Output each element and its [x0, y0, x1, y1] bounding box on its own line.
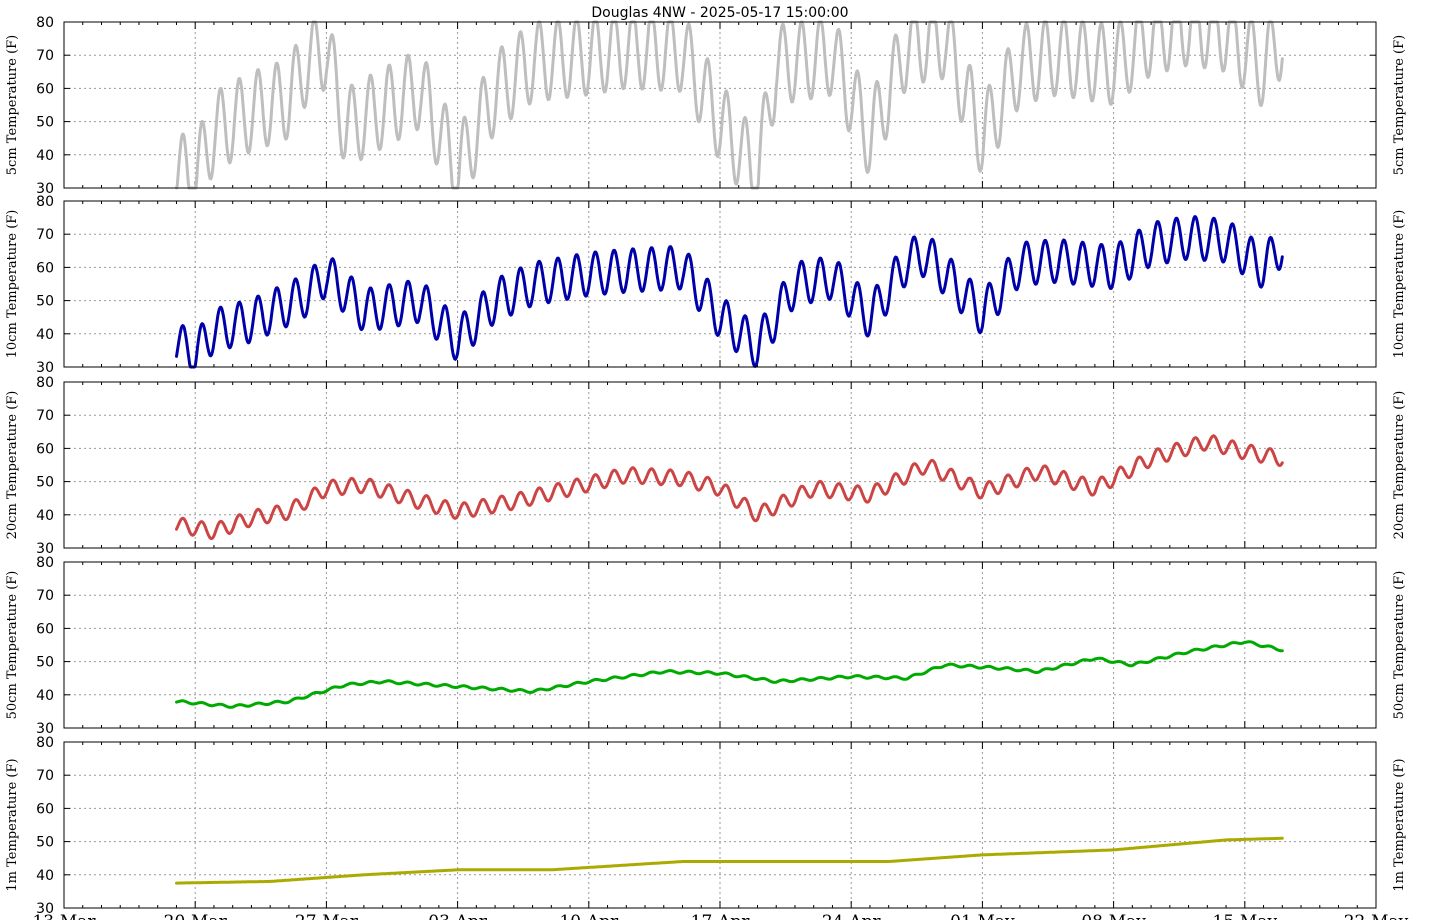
- y-axis-label-left: 50cm Temperature (F): [5, 571, 20, 720]
- panels-group: 30 40 50 60 70 80 5cm Temperature (F) 5cm Tempe…: [5, 15, 1407, 917]
- panel-2: 30 40 50 60 70 80 10cm Temperature (F) 10cm Tem…: [5, 194, 1407, 376]
- y-tick-label: 70: [36, 588, 54, 604]
- y-axis-label-left: 20cm Temperature (F): [5, 391, 20, 540]
- series-line: [175, 20, 1284, 190]
- y-tick-label: 50: [36, 475, 54, 491]
- x-tick-label: 27-Mar: [295, 912, 359, 920]
- y-axis-label-left: 1m Temperature (F): [5, 758, 20, 891]
- y-tick-label: 60: [36, 441, 54, 457]
- y-axis-label-left: 5cm Temperature (F): [5, 35, 20, 175]
- y-tick-label: 50: [36, 655, 54, 671]
- panel-frame: [63, 381, 1377, 549]
- x-tick-label: 13-Mar: [32, 912, 96, 920]
- y-tick-label: 80: [36, 375, 54, 391]
- y-tick-label: 80: [36, 15, 54, 31]
- x-axis-ticks: 13-Mar 20-Mar 27-Mar 03-Apr 10-Apr 17-Apr 24-A…: [32, 912, 1408, 920]
- x-tick-label: 17-Apr: [691, 912, 751, 920]
- y-tick-label: 30: [36, 360, 54, 376]
- panel-frame: [63, 561, 1377, 729]
- y-tick-label: 30: [36, 901, 54, 917]
- y-tick-label: 40: [36, 148, 54, 164]
- panel-frame: [63, 21, 1377, 189]
- y-tick-label: 40: [36, 327, 54, 343]
- y-tick-label: 60: [36, 81, 54, 97]
- x-tick-label: 01-May: [950, 912, 1015, 920]
- panel-5: 30 40 50 60 70 80 1m Temperature (F) 1m Tempera…: [5, 735, 1407, 917]
- y-tick-label: 50: [36, 835, 54, 851]
- y-tick-label: 80: [36, 194, 54, 210]
- y-tick-label: 40: [36, 688, 54, 704]
- x-tick-label: 08-May: [1081, 912, 1146, 920]
- y-tick-label: 30: [36, 541, 54, 557]
- series-line: [175, 215, 1284, 369]
- y-tick-label: 60: [36, 801, 54, 817]
- x-tick-label: 20-Mar: [164, 912, 228, 920]
- y-axis-label-right: 1m Temperature (F): [1392, 758, 1407, 891]
- y-tick-label: 50: [36, 294, 54, 310]
- y-tick-label: 70: [36, 48, 54, 64]
- y-tick-label: 60: [36, 260, 54, 276]
- y-tick-label: 60: [36, 621, 54, 637]
- x-tick-label: 10-Apr: [559, 912, 619, 920]
- panel-frame: [63, 741, 1377, 909]
- y-tick-label: 80: [36, 735, 54, 751]
- y-tick-label: 30: [36, 721, 54, 737]
- y-tick-label: 40: [36, 508, 54, 524]
- y-tick-label: 40: [36, 868, 54, 884]
- y-tick-label: 50: [36, 115, 54, 131]
- y-tick-label: 70: [36, 227, 54, 243]
- panel-1: 30 40 50 60 70 80 5cm Temperature (F) 5cm Tempe…: [5, 15, 1407, 197]
- x-tick-label: 03-Apr: [428, 912, 488, 920]
- panel-4: 30 40 50 60 70 80 50cm Temperature (F) 50cm Tem…: [5, 555, 1407, 737]
- panel-frame: [63, 200, 1377, 368]
- y-tick-label: 80: [36, 555, 54, 571]
- x-tick-label: 22-May: [1344, 912, 1409, 920]
- y-tick-label: 70: [36, 768, 54, 784]
- series-line: [175, 836, 1284, 885]
- y-axis-label-right: 20cm Temperature (F): [1392, 391, 1407, 540]
- y-axis-label-right: 10cm Temperature (F): [1392, 210, 1407, 359]
- series-line: [175, 434, 1284, 540]
- y-axis-label-right: 50cm Temperature (F): [1392, 571, 1407, 720]
- y-tick-label: 70: [36, 408, 54, 424]
- y-axis-label-right: 5cm Temperature (F): [1392, 35, 1407, 175]
- series-line: [175, 640, 1284, 709]
- y-axis-label-left: 10cm Temperature (F): [5, 210, 20, 359]
- x-tick-label: 24-Apr: [822, 912, 882, 920]
- x-tick-label: 15-May: [1213, 912, 1278, 920]
- y-tick-label: 30: [36, 181, 54, 197]
- panel-3: 30 40 50 60 70 80 20cm Temperature (F) 20cm Tem…: [5, 375, 1407, 557]
- chart-title: Douglas 4NW - 2025-05-17 15:00:00: [591, 5, 848, 21]
